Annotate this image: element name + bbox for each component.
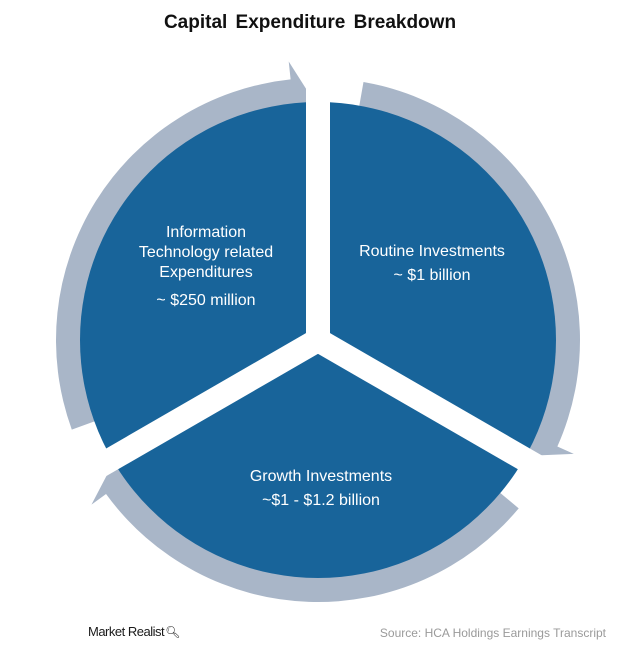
brand-text: Market Realist <box>88 624 165 639</box>
source-note: Source: HCA Holdings Earnings Transcript <box>379 626 606 640</box>
segments-group <box>71 62 565 578</box>
page-title: Capital Expenditure Breakdown <box>163 12 457 33</box>
center-hub <box>304 326 332 354</box>
it-label-line: ~ $250 million <box>156 292 255 309</box>
it-label-line: Technology related <box>139 244 273 261</box>
magnifier-icon: 🔍︎ <box>165 625 180 639</box>
segment-divider <box>71 329 324 490</box>
arrow-bottom <box>91 461 519 603</box>
routine-label-line: ~ $1 billion <box>394 267 471 284</box>
growth-label-line: ~$1 - $1.2 billion <box>262 492 380 509</box>
it-label-line: Information <box>166 224 246 241</box>
it-label-line: Expenditures <box>159 264 252 281</box>
routine-label-line: Routine Investments <box>359 243 505 260</box>
segment-divider <box>312 329 565 490</box>
growth-label-line: Growth Investments <box>250 468 392 485</box>
market-realist-logo: Market Realist🔍︎ <box>88 624 180 639</box>
labels-group: Information Technology related Expenditure… <box>139 224 505 509</box>
